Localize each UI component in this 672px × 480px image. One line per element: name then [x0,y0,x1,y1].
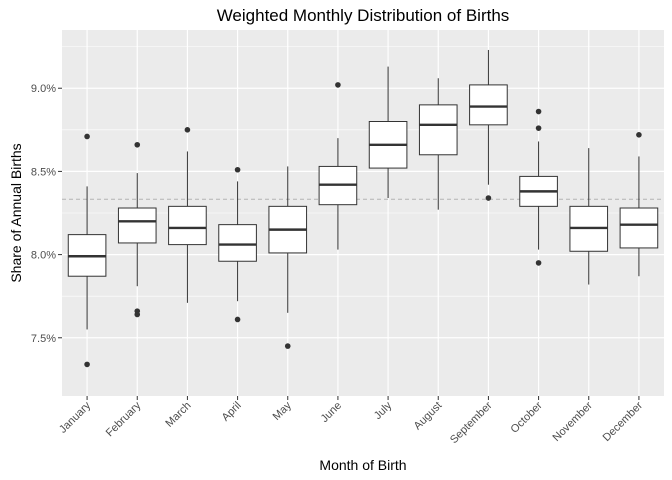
iqr-box [168,205,207,246]
box-june [318,82,358,250]
x-axis-ticks: January February March April May June July Augu… [57,396,645,446]
x-tick-label: November [551,399,596,444]
y-axis-title: Share of Annual Births [8,143,24,282]
x-axis-title: Month of Birth [319,457,406,473]
box-september [469,49,508,201]
box-april [218,166,257,323]
y-tick-label: 8.0% [31,250,56,262]
outlier-point [234,166,241,173]
outlier-point [535,125,542,131]
outlier-point [184,127,191,133]
box-november [569,148,609,285]
outlier-point [234,316,241,323]
outlier-point [335,82,341,88]
outlier-point [485,195,492,201]
box-august [418,78,458,210]
box-december [619,132,659,277]
y-tick-label: 8.5% [31,166,56,178]
chart-title: Weighted Monthly Distribution of Births [217,6,510,25]
iqr-box [619,207,659,249]
box-may [268,166,308,349]
outlier-point [535,260,542,266]
box-march [168,127,207,303]
x-tick-label: January [57,399,94,436]
x-tick-label: July [372,399,395,422]
x-tick-label: December [601,399,646,444]
y-tick-label: 9.0% [31,83,56,95]
iqr-box [469,84,508,126]
x-tick-label: February [104,399,144,439]
iqr-box [218,224,257,262]
box-july [368,66,408,199]
x-tick-label: October [509,399,545,435]
x-tick-label: April [220,400,244,424]
box-january [67,133,107,368]
box-february [117,141,157,318]
outlier-point [284,343,291,349]
outlier-point [84,361,90,368]
outlier-point [535,108,542,115]
x-tick-label: September [448,399,495,446]
x-tick-label: August [412,400,445,433]
outlier-point [636,132,642,138]
iqr-box [117,207,157,244]
outlier-point [84,133,90,140]
y-tick-label: 7.5% [31,333,56,345]
iqr-box [418,104,458,156]
boxes [67,49,659,368]
x-tick-label: May [271,399,295,423]
x-tick-label: March [163,400,193,430]
outlier-point [134,311,141,318]
x-tick-label: June [319,400,344,425]
box-october [519,108,558,266]
outlier-point [134,141,141,148]
y-axis-ticks: 7.5% 8.0% 8.5% 9.0% [31,83,62,345]
